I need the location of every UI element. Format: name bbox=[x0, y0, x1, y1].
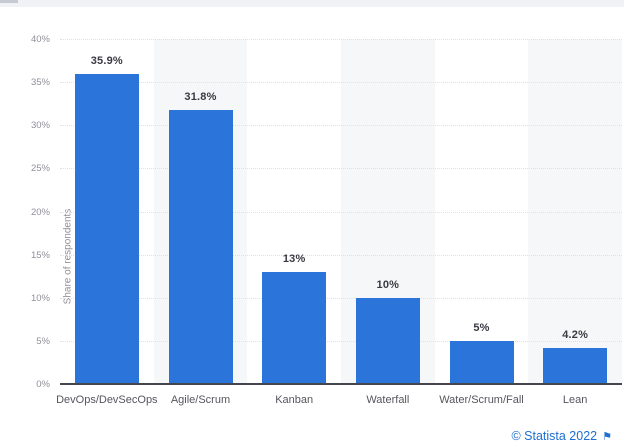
bar-agile-scrum bbox=[168, 109, 233, 384]
bar-waterfall bbox=[355, 297, 420, 384]
x-label-lean: Lean bbox=[562, 394, 588, 406]
x-label-waterfall: Waterfall bbox=[366, 394, 410, 406]
y-tick-label-5pct: 5% bbox=[36, 335, 50, 347]
y-tick-label-20pct: 20% bbox=[30, 206, 50, 218]
x-label-devops-devsecops: DevOps/DevSecOps bbox=[56, 394, 158, 406]
value-label-lean: 4.2% bbox=[562, 328, 589, 341]
x-axis-line bbox=[60, 383, 622, 385]
gridline-40pct bbox=[60, 39, 622, 40]
y-tick-label-15pct: 15% bbox=[30, 249, 50, 261]
x-label-water-scrum-fall: Water/Scrum/Fall bbox=[439, 394, 524, 406]
value-label-devops-devsecops: 35.9% bbox=[90, 55, 123, 68]
gridline-30pct bbox=[60, 125, 622, 127]
y-tick-label-0pct: 0% bbox=[36, 379, 50, 390]
plot-area: Share of respondents 35.9% 31.8% 13% 10% 5% 4… bbox=[60, 39, 622, 384]
x-label-agile-scrum: Agile/Scrum bbox=[170, 394, 231, 406]
y-tick-label-35pct: 35% bbox=[30, 77, 50, 89]
y-axis-title: Share of respondents bbox=[62, 208, 74, 305]
bar-water-scrum-fall bbox=[449, 340, 514, 384]
y-tick-label-25pct: 25% bbox=[30, 163, 50, 175]
gridline-15pct bbox=[60, 254, 622, 256]
value-label-water-scrum-fall: 5% bbox=[473, 321, 490, 334]
y-tick-label-30pct: 30% bbox=[30, 120, 50, 132]
gridline-25pct bbox=[60, 168, 622, 170]
y-tick-label-10pct: 10% bbox=[30, 292, 50, 304]
statista-credit-link[interactable]: © Statista 2022 ⚑ bbox=[511, 429, 612, 443]
bar-lean bbox=[543, 347, 608, 384]
statista-credit-text: © Statista 2022 bbox=[511, 429, 598, 443]
value-label-agile-scrum: 31.8% bbox=[184, 90, 217, 103]
gridline-20pct bbox=[60, 211, 622, 213]
top-strip-notch bbox=[0, 0, 18, 3]
top-strip bbox=[0, 0, 624, 7]
y-tick-label-40pct: 40% bbox=[30, 34, 50, 45]
value-label-waterfall: 10% bbox=[376, 278, 400, 291]
bar-kanban bbox=[262, 271, 327, 384]
statista-flag-icon: ⚑ bbox=[602, 430, 612, 443]
bar-devops-devsecops bbox=[74, 74, 139, 384]
gridline-35pct bbox=[60, 82, 622, 84]
gridline-5pct bbox=[60, 340, 622, 342]
gridline-10pct bbox=[60, 297, 622, 299]
value-label-kanban: 13% bbox=[282, 252, 306, 265]
x-label-kanban: Kanban bbox=[275, 394, 314, 406]
